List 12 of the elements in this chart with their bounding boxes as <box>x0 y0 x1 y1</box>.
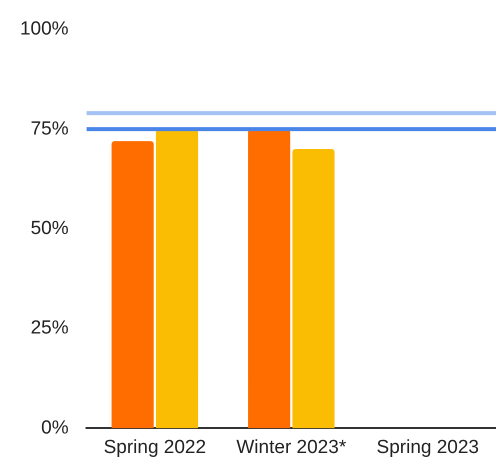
x-tick-label: Winter 2023* <box>236 436 347 458</box>
bar <box>156 129 198 428</box>
y-tick-label: 100% <box>20 18 69 40</box>
x-tick-label: Spring 2022 <box>104 436 206 458</box>
bar <box>112 141 154 428</box>
y-tick-label: 0% <box>41 417 69 438</box>
y-tick-label: 25% <box>30 318 69 339</box>
x-tick-label: Spring 2023 <box>376 436 479 458</box>
y-tick-label: 75% <box>30 118 69 140</box>
bar <box>292 149 335 428</box>
y-tick-label: 50% <box>30 218 69 240</box>
bar <box>248 129 290 428</box>
